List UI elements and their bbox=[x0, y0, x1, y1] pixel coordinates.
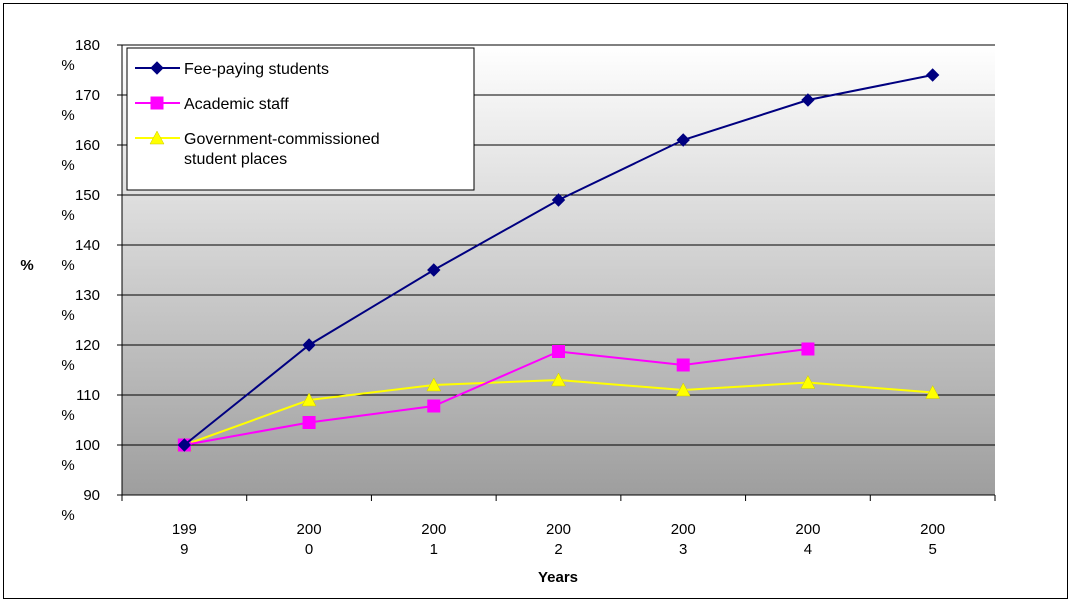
legend-label: Government-commissioned bbox=[184, 131, 380, 148]
y-tick-label: 150 bbox=[75, 187, 100, 204]
x-tick-labels: 199 9 200 0 200 1 200 2 200 3 200 4 200 5 bbox=[172, 521, 945, 558]
legend-marker bbox=[149, 130, 165, 145]
x-axis-label: Years bbox=[538, 569, 578, 586]
y-tick-label: 160 bbox=[75, 137, 100, 154]
series-line-2 bbox=[184, 348, 809, 446]
data-point bbox=[800, 374, 816, 389]
x-tick-label: 4 bbox=[804, 541, 812, 558]
y-tick-suffix: % bbox=[61, 407, 74, 424]
data-point bbox=[925, 384, 941, 399]
x-tick-label: 0 bbox=[305, 541, 313, 558]
axes bbox=[117, 44, 996, 501]
x-tick-label: 5 bbox=[928, 541, 936, 558]
x-tick-label: 200 bbox=[546, 521, 571, 538]
series-layer bbox=[176, 68, 941, 452]
data-point bbox=[552, 345, 565, 358]
y-tick-suffix: % bbox=[61, 57, 74, 74]
data-point bbox=[801, 93, 815, 107]
x-tick-label: 9 bbox=[180, 541, 188, 558]
data-point bbox=[302, 338, 316, 352]
legend: Fee-paying students Academic staff Governm… bbox=[126, 47, 475, 191]
data-point bbox=[177, 438, 192, 452]
data-point bbox=[676, 358, 690, 372]
y-tick-label: 130 bbox=[75, 287, 100, 304]
y-tick-suffix: % bbox=[61, 157, 74, 174]
y-tick-suffix: % bbox=[61, 507, 74, 524]
data-point bbox=[426, 377, 442, 392]
legend-box bbox=[126, 47, 475, 191]
y-tick-label: 170 bbox=[75, 87, 100, 104]
x-tick-label: 200 bbox=[795, 521, 820, 538]
x-tick-label: 200 bbox=[421, 521, 446, 538]
y-tick-suffix: % bbox=[61, 257, 74, 274]
legend-marker bbox=[150, 96, 164, 110]
x-tick-label: 200 bbox=[920, 521, 945, 538]
y-tick-label: 120 bbox=[75, 337, 100, 354]
y-tick-label: 110 bbox=[76, 387, 100, 404]
legend-item-3: Government-commissioned student places bbox=[135, 130, 380, 168]
data-point bbox=[925, 68, 940, 82]
data-point bbox=[676, 133, 690, 147]
y-tick-suffix: % bbox=[61, 307, 74, 324]
data-point bbox=[301, 392, 317, 407]
legend-label: Academic staff bbox=[184, 96, 289, 113]
data-point bbox=[427, 399, 441, 413]
x-tick-label: 1 bbox=[430, 541, 438, 558]
x-tick-label: 2 bbox=[554, 541, 562, 558]
y-tick-suffix: % bbox=[61, 207, 74, 224]
data-point bbox=[551, 372, 566, 387]
legend-label: Fee-paying students bbox=[184, 61, 329, 78]
data-point bbox=[551, 193, 566, 207]
series-2 bbox=[177, 342, 815, 452]
legend-label: student places bbox=[184, 151, 287, 168]
x-tick-label: 199 bbox=[172, 521, 197, 538]
y-axis-label: % bbox=[20, 257, 33, 274]
legend-item-2: Academic staff bbox=[135, 96, 289, 113]
y-tick-suffix: % bbox=[61, 107, 74, 124]
x-tick-label: 200 bbox=[297, 521, 322, 538]
y-tick-suffix: % bbox=[61, 357, 74, 374]
series-1 bbox=[177, 68, 940, 452]
legend-item-1: Fee-paying students bbox=[135, 61, 329, 78]
legend-marker bbox=[150, 61, 164, 75]
y-tick-label: 100 bbox=[75, 437, 100, 454]
y-tick-suffix: % bbox=[61, 457, 74, 474]
x-tick-label: 200 bbox=[671, 521, 696, 538]
x-tick-label: 3 bbox=[679, 541, 687, 558]
y-tick-labels: 90%100%110%120%130%140%150%160%170%180% bbox=[61, 37, 100, 524]
y-tick-label: 140 bbox=[75, 237, 100, 254]
data-point bbox=[302, 416, 316, 429]
y-tick-label: 180 bbox=[75, 37, 100, 54]
y-tick-label: 90 bbox=[83, 487, 100, 504]
data-point bbox=[801, 342, 815, 356]
data-point bbox=[675, 382, 691, 397]
data-point bbox=[427, 263, 441, 277]
